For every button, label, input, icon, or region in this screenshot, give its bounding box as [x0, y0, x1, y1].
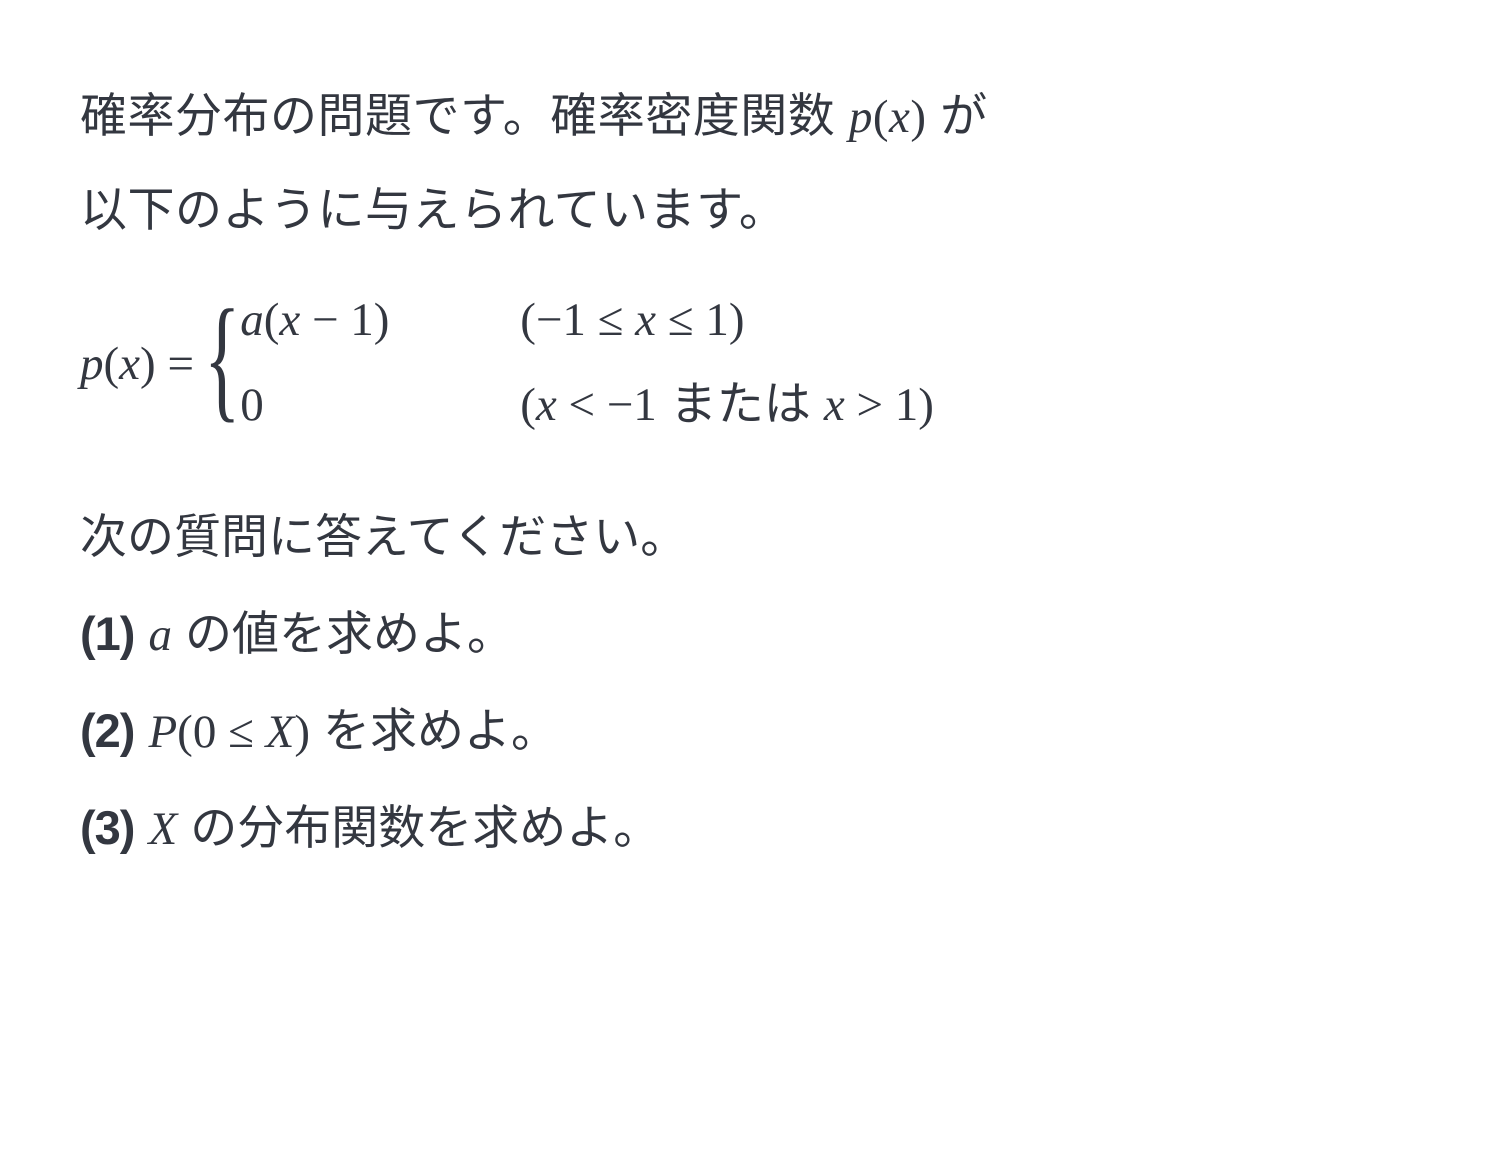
c2c-x2: x	[824, 379, 845, 431]
piecewise-definition: p(x) = { a(x − 1) (−1 ≤ x ≤ 1) 0 (x < −1…	[80, 293, 1440, 434]
c2c-or: または	[657, 377, 824, 430]
q3-rest: の分布関数を求めよ。	[177, 801, 660, 854]
q3-number: (3)	[80, 780, 148, 876]
q2-X: X	[266, 706, 295, 758]
c1-minus: −	[300, 294, 350, 346]
c1c-le1: ≤	[586, 294, 635, 346]
c1c-one: 1	[705, 294, 729, 346]
c2-zero: 0	[240, 379, 264, 431]
intro-text-2: 以下のように与えられています。	[80, 183, 786, 236]
q3-body: X の分布関数を求めよ。	[148, 780, 660, 877]
q1-body: a の値を求めよ。	[148, 586, 514, 683]
c1c-x: x	[635, 294, 656, 346]
c1-x: x	[279, 294, 300, 346]
c1c-close: )	[729, 294, 745, 346]
q2-open: (	[177, 706, 193, 758]
lhs-open: (	[104, 338, 120, 390]
c1c-open: (	[520, 294, 536, 346]
intro-text-1: 確率分布の問題です。確率密度関数	[80, 89, 849, 142]
q1-a: a	[148, 609, 172, 661]
pdf-open: (	[873, 91, 889, 143]
question-1: (1) a の値を求めよ。	[80, 586, 1440, 683]
question-block: 次の質問に答えてください。 (1) a の値を求めよ。 (2) P(0 ≤ X)…	[80, 489, 1440, 877]
c2c-close: )	[918, 379, 934, 431]
c2c-gt: >	[845, 379, 895, 431]
case-1: a(x − 1) (−1 ≤ x ≤ 1)	[240, 293, 934, 347]
pdf-close: )	[910, 91, 926, 143]
case-2-cond: (x < −1 または x > 1)	[500, 365, 934, 434]
c1-one: 1	[350, 294, 374, 346]
lhs-p: p	[80, 338, 104, 390]
intro-paragraph: 確率分布の問題です。確率密度関数 p(x) が 以下のように与えられています。	[80, 70, 1440, 255]
q2-zero: 0	[193, 706, 217, 758]
question-prompt: 次の質問に答えてください。	[80, 489, 1440, 585]
lhs-close: )	[140, 338, 156, 390]
lhs-eq: =	[156, 338, 194, 390]
q3-X: X	[148, 803, 177, 855]
c2c-one: 1	[895, 379, 919, 431]
c2c-lt: <	[557, 379, 607, 431]
c2c-x1: x	[536, 379, 557, 431]
q2-number: (2)	[80, 683, 148, 779]
intro-text-1b: が	[927, 89, 988, 142]
left-brace: {	[204, 303, 240, 413]
q2-rest: を求めよ。	[310, 704, 558, 757]
c1c-le2: ≤	[656, 294, 705, 346]
piecewise-cases: a(x − 1) (−1 ≤ x ≤ 1) 0 (x < −1 または x > …	[240, 293, 934, 434]
q1-rest: の値を求めよ。	[172, 607, 514, 660]
q1-number: (1)	[80, 586, 148, 682]
c1c-neg1: −1	[536, 294, 586, 346]
case-2: 0 (x < −1 または x > 1)	[240, 365, 934, 434]
case-2-value: 0	[240, 378, 500, 432]
piecewise-lhs: p(x) =	[80, 337, 204, 391]
q2-close: )	[294, 706, 310, 758]
pdf-x: x	[889, 91, 910, 143]
q2-body: P(0 ≤ X) を求めよ。	[148, 683, 558, 780]
c1-open: (	[264, 294, 280, 346]
case-1-cond: (−1 ≤ x ≤ 1)	[500, 293, 744, 347]
page-root: 確率分布の問題です。確率密度関数 p(x) が 以下のように与えられています。 …	[0, 0, 1500, 918]
pdf-p: p	[849, 91, 873, 143]
case-1-value: a(x − 1)	[240, 293, 500, 347]
c1-close: )	[374, 294, 390, 346]
question-2: (2) P(0 ≤ X) を求めよ。	[80, 683, 1440, 780]
question-3: (3) X の分布関数を求めよ。	[80, 780, 1440, 877]
q2-P: P	[148, 706, 177, 758]
c2c-open: (	[520, 379, 536, 431]
c1-a: a	[240, 294, 264, 346]
q2-le: ≤	[216, 706, 265, 758]
c2c-neg1: −1	[607, 379, 657, 431]
lhs-x: x	[119, 338, 140, 390]
